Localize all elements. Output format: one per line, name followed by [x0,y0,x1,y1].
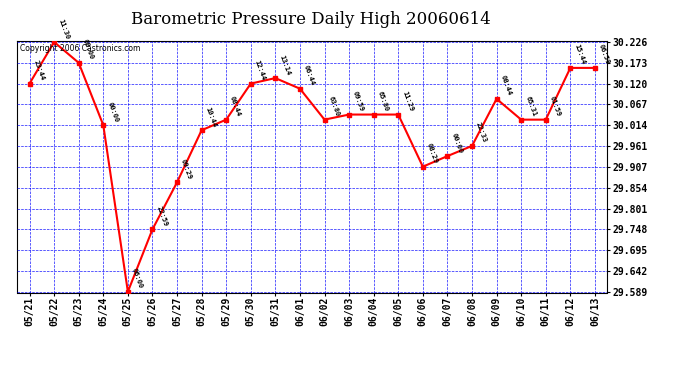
Text: 08:00: 08:00 [81,39,95,61]
Text: 23:44: 23:44 [32,59,46,81]
Text: 09:59: 09:59 [352,90,365,112]
Text: 15:44: 15:44 [573,44,586,66]
Text: 06:44: 06:44 [303,64,316,87]
Text: 11:30: 11:30 [57,18,70,40]
Text: 22:33: 22:33 [475,122,488,144]
Text: 10:44: 10:44 [204,106,217,128]
Text: 00:00: 00:00 [106,101,119,123]
Text: 08:29: 08:29 [426,142,439,165]
Text: 08:44: 08:44 [500,75,513,97]
Text: 65:80: 65:80 [377,90,390,112]
Text: 13:14: 13:14 [278,54,291,76]
Text: 08:44: 08:44 [229,96,242,117]
Text: 63:80: 63:80 [328,96,340,117]
Text: 22:59: 22:59 [155,205,168,227]
Text: 01:59: 01:59 [549,96,562,117]
Text: 11:29: 11:29 [401,90,414,112]
Text: Copyright 2006 Castronics.com: Copyright 2006 Castronics.com [20,44,141,53]
Text: 00:00: 00:00 [451,132,463,154]
Text: Barometric Pressure Daily High 20060614: Barometric Pressure Daily High 20060614 [130,11,491,28]
Text: 06:59: 06:59 [598,44,611,66]
Text: 12:44: 12:44 [254,59,266,81]
Text: 06:00: 06:00 [131,267,144,290]
Text: 09:29: 09:29 [180,158,193,180]
Text: 65:31: 65:31 [524,96,537,117]
